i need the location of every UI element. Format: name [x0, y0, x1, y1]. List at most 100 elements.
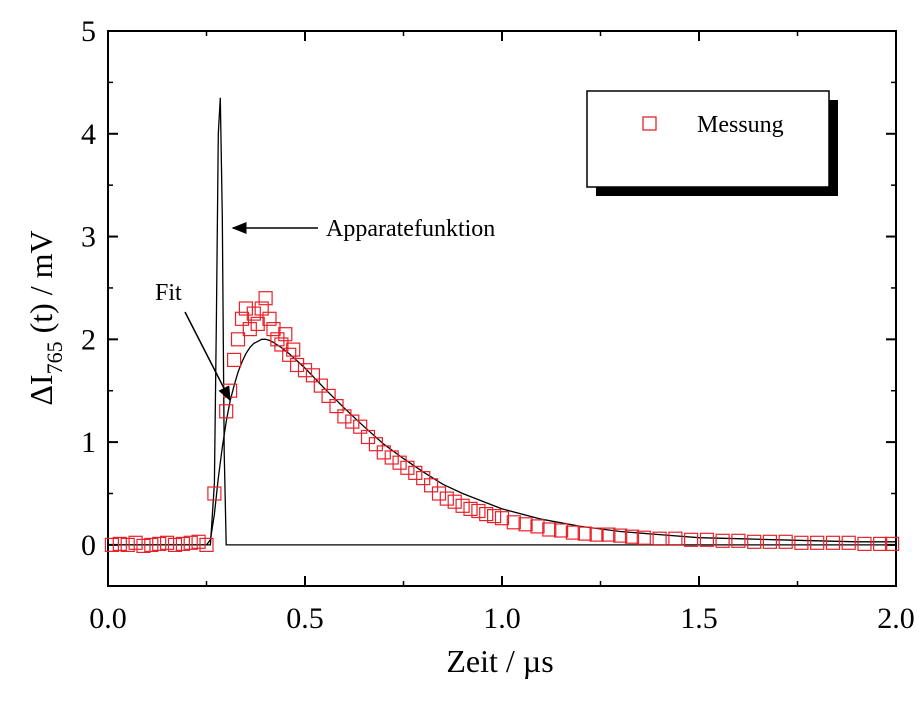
measurement-point	[624, 529, 640, 544]
y-axis-title-rest: (t) / mV	[23, 230, 59, 341]
apparatus-function-series	[108, 97, 896, 546]
tick-labels: 0.0 0.5 1.0 1.5 2.0 0 1 2 3 4 5	[81, 15, 915, 635]
y-tick-label: 3	[81, 221, 96, 254]
x-tick-label: 0.0	[89, 602, 127, 635]
fit-label: Fit	[155, 280, 182, 306]
measurement-point	[368, 437, 383, 452]
measurement-point	[479, 507, 494, 522]
measurement-point	[778, 534, 793, 549]
fit-line	[108, 338, 896, 546]
measurement-point	[455, 498, 470, 513]
annotation-apparatefunktion: Apparatefunktion	[231, 216, 495, 242]
measurement-point	[345, 414, 360, 429]
measurement-point	[360, 429, 376, 445]
x-tick-label: 1.0	[483, 602, 521, 635]
legend-label-messung: Messung	[697, 112, 784, 138]
measurement-point	[857, 536, 872, 552]
measurement-point	[487, 509, 502, 524]
measurement-point	[278, 327, 293, 342]
measurement-point	[668, 531, 683, 546]
measurement-point	[884, 536, 900, 552]
measurement-point	[431, 486, 447, 501]
ticks	[107, 30, 897, 586]
measurement-point	[199, 537, 214, 553]
measurement-point	[286, 342, 301, 357]
measurement-point	[494, 511, 510, 526]
measurement-point	[337, 409, 352, 424]
measurement-point	[636, 530, 651, 545]
measurement-point	[762, 534, 778, 549]
measurement-point	[601, 527, 616, 542]
measurement-point	[506, 515, 521, 530]
measurement-point	[297, 363, 313, 378]
legend-marker-square	[642, 116, 657, 131]
measurement-point	[254, 301, 269, 316]
measurement-point	[136, 538, 151, 554]
measurement-point	[471, 503, 486, 519]
measurement-point	[305, 368, 320, 383]
measurement-point	[424, 478, 439, 493]
measurement-point	[565, 525, 581, 540]
measurement-point	[167, 537, 183, 553]
measurement-point	[219, 404, 234, 419]
measurement-point	[747, 534, 762, 549]
measurement-point	[416, 471, 431, 486]
measurement-point	[175, 536, 190, 552]
measurement-point	[321, 388, 336, 403]
y-tick-label: 4	[81, 118, 96, 151]
measurement-point	[313, 378, 328, 393]
measurement-point	[447, 494, 462, 509]
measurement-point	[234, 311, 250, 326]
fit-arrow	[184, 311, 231, 402]
measurement-point	[518, 517, 533, 532]
measurement-point	[400, 460, 415, 475]
measurement-point	[794, 535, 809, 550]
measurement-point	[652, 531, 667, 546]
measurement-point	[250, 316, 265, 331]
measurement-point	[825, 535, 841, 550]
measurement-point	[242, 322, 257, 337]
measurement-point	[577, 526, 592, 541]
measurement-point	[873, 536, 888, 552]
y-axis-title: ΔI765 (t) / mV	[23, 230, 67, 405]
measurement-point	[810, 535, 825, 550]
measurement-point	[207, 486, 222, 501]
measurement-point	[715, 533, 730, 548]
measurement-point	[246, 306, 261, 321]
y-tick-label: 2	[81, 323, 96, 356]
fit-series	[108, 338, 896, 546]
measurement-point	[329, 399, 344, 414]
measurement-point	[262, 311, 277, 326]
measurement-point	[408, 465, 423, 480]
measurement-point	[238, 301, 253, 316]
measurement-point	[384, 450, 399, 465]
measurement-point	[841, 535, 856, 550]
measurement-point	[120, 537, 135, 553]
measurement-series	[104, 291, 900, 554]
y-tick-label: 1	[81, 426, 96, 459]
measurement-point	[290, 357, 305, 373]
measurement-point	[128, 535, 143, 550]
apparatefunktion-label: Apparatefunktion	[326, 216, 495, 242]
y-tick-label: 5	[81, 15, 96, 48]
measurement-point	[270, 332, 285, 347]
legend-box	[586, 90, 830, 188]
measurement-point	[152, 536, 167, 552]
measurement-point	[191, 534, 206, 549]
measurement-point	[683, 532, 699, 547]
measurement-point	[463, 501, 478, 516]
y-tick-label: 0	[81, 529, 96, 562]
measurement-point	[183, 535, 198, 550]
x-tick-label: 2.0	[877, 602, 915, 635]
measurement-point	[160, 535, 175, 550]
measurement-point	[104, 537, 120, 553]
measurement-point	[699, 532, 715, 547]
measurement-point	[589, 527, 604, 542]
measurement-point	[282, 347, 297, 362]
measurement-point	[144, 537, 159, 553]
measurement-point	[274, 337, 289, 352]
measurement-point	[227, 352, 242, 367]
measurement-point	[731, 533, 746, 548]
measurement-point	[258, 291, 273, 306]
